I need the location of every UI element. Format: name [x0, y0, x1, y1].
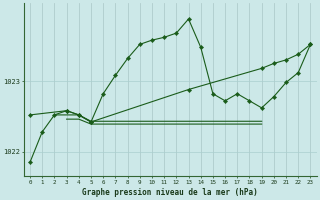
- X-axis label: Graphe pression niveau de la mer (hPa): Graphe pression niveau de la mer (hPa): [82, 188, 258, 197]
